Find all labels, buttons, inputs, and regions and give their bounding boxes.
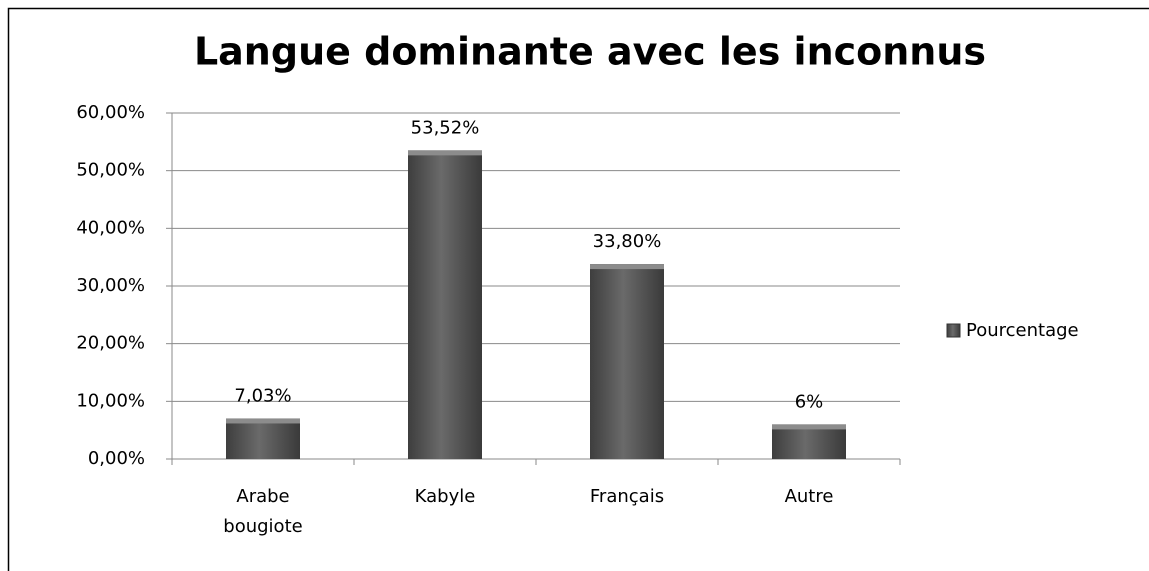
chart-frame (7, 7, 1149, 571)
data-label: 6% (795, 391, 824, 412)
y-tick-label: 30,00% (76, 275, 145, 296)
data-label: 53,52% (411, 117, 480, 138)
y-tick-label: 0,00% (88, 448, 145, 469)
y-tick-label: 20,00% (76, 333, 145, 354)
bar-top (590, 264, 664, 270)
y-tick-label: 10,00% (76, 390, 145, 411)
y-tick-label: 50,00% (76, 160, 145, 181)
legend-swatch (946, 323, 961, 338)
bar-top (408, 150, 482, 156)
y-tick-label: 60,00% (76, 102, 145, 123)
bar-top (772, 424, 846, 430)
x-tick-label: Kabyle (414, 486, 476, 507)
bar (226, 418, 300, 459)
x-tick-label: Arabe bougiote (223, 486, 303, 537)
x-tick-label: Autre (784, 486, 834, 507)
bar-top (226, 418, 300, 424)
legend-label: Pourcentage (966, 320, 1079, 341)
x-tick-label: Français (589, 486, 665, 507)
data-label: 7,03% (234, 385, 291, 406)
chart-title: Langue dominante avec les inconnus (194, 30, 986, 74)
y-tick-label: 40,00% (76, 217, 145, 238)
bar (590, 264, 664, 459)
bar (772, 424, 846, 459)
bar (408, 150, 482, 460)
data-label: 33,80% (593, 231, 662, 252)
